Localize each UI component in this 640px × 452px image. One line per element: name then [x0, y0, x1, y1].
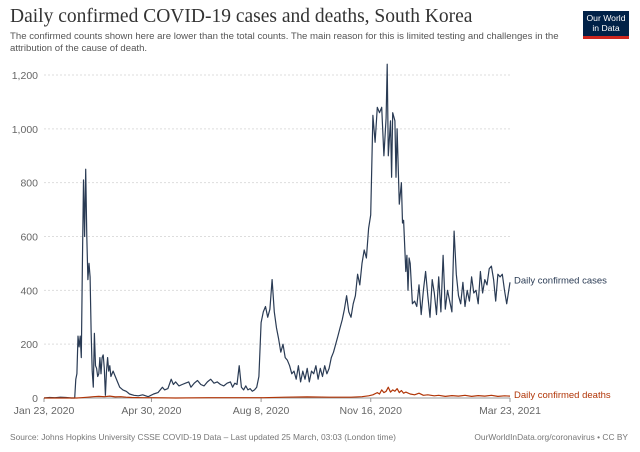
x-tick-label: Apr 30, 2020 — [121, 405, 181, 417]
x-tick-label: Jan 23, 2020 — [14, 405, 75, 417]
logo-line-1: Our World — [586, 13, 626, 23]
y-tick-label: 600 — [20, 232, 38, 244]
chart-subtitle: The confirmed counts shown here are lowe… — [10, 31, 559, 54]
y-tick-label: 1,000 — [12, 124, 38, 136]
x-tick-label: Nov 16, 2020 — [340, 405, 403, 417]
x-tick-label: Aug 8, 2020 — [233, 405, 290, 417]
y-tick-label: 800 — [20, 178, 38, 190]
deaths-legend-label: Daily confirmed deaths — [514, 390, 611, 401]
cases-legend-label: Daily confirmed cases — [514, 275, 607, 286]
owid-logo[interactable]: Our World in Data — [583, 11, 629, 39]
credit-link[interactable]: OurWorldInData.org/coronavirus • CC BY — [474, 432, 628, 442]
y-tick-label: 1,200 — [12, 70, 38, 82]
y-tick-label: 200 — [20, 339, 38, 351]
logo-line-2: in Data — [592, 22, 620, 33]
y-tick-label: 400 — [20, 285, 38, 297]
cases-line — [43, 63, 511, 399]
source-note: Source: Johns Hopkins University CSSE CO… — [10, 432, 396, 442]
chart-title: Daily confirmed COVID-19 cases and death… — [10, 6, 473, 27]
y-tick-label: 0 — [32, 393, 38, 405]
deaths-line — [44, 386, 511, 399]
x-tick-label: Mar 23, 2021 — [479, 405, 541, 417]
